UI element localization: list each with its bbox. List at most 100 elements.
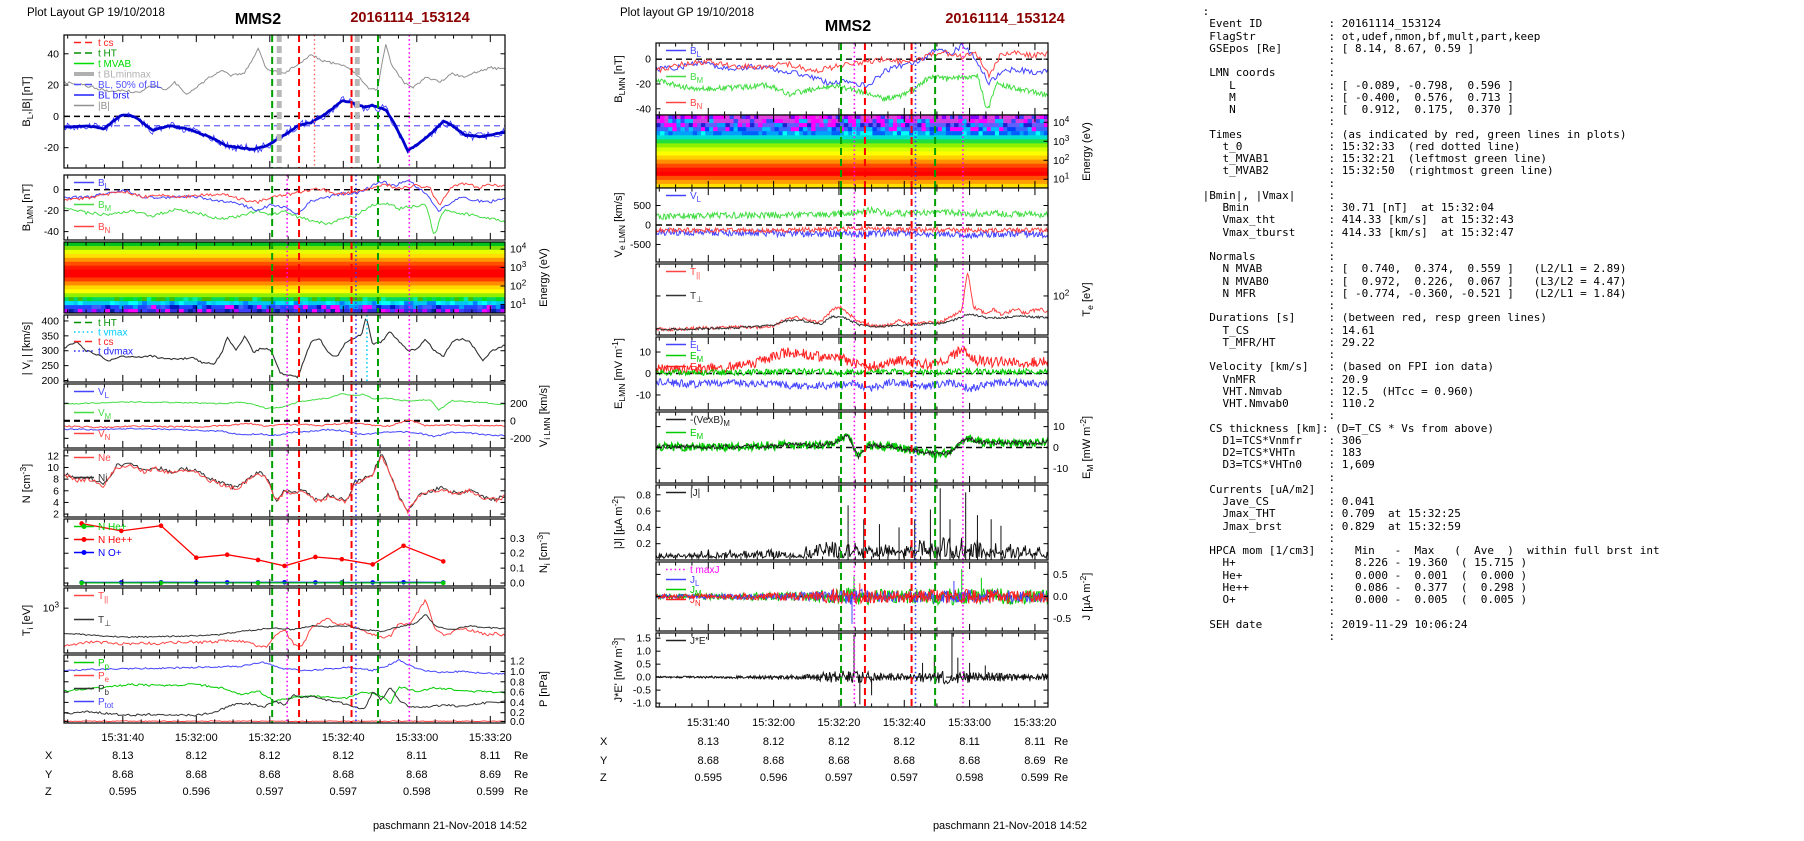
ephemeris-value: 8.69 bbox=[480, 769, 501, 781]
energy-tick-label: 103 bbox=[1053, 134, 1070, 148]
y-tick-label: -20 bbox=[636, 78, 651, 90]
y-tick-label: -0.5 bbox=[633, 685, 651, 697]
y-tick-label: 0.8 bbox=[510, 676, 525, 688]
info-line: M : [ -0.400, 0.576, 0.713 ] bbox=[1196, 90, 1514, 104]
y-tick-label: 0.4 bbox=[636, 522, 651, 534]
y-tick-label: 10 bbox=[1053, 421, 1065, 433]
data-point bbox=[255, 580, 261, 586]
j-mag-panel: 0.8 0.6 0.4 0.2 |J| [µA m-2] |J| bbox=[610, 484, 1049, 561]
series-N He++ bbox=[81, 522, 444, 567]
y-tick-label: 0.0 bbox=[636, 672, 651, 684]
spacecraft-title-left: MMS2 bbox=[234, 11, 282, 28]
y-tick-label: -40 bbox=[44, 226, 59, 238]
legend-label: EN bbox=[690, 362, 702, 375]
panel-plot-area bbox=[64, 242, 505, 313]
data-point bbox=[119, 528, 124, 534]
ephemeris-value: 0.598 bbox=[956, 772, 984, 784]
y-tick-label: 300 bbox=[41, 345, 59, 357]
right-axis-label: Energy (eV) bbox=[538, 248, 550, 307]
author-timestamp-middle: paschmann 21-Nov-2018 14:52 bbox=[932, 820, 1088, 832]
panel-plot-area bbox=[656, 485, 1048, 560]
ephemeris-value: 8.68 bbox=[763, 755, 784, 767]
info-line: SEH date : 2019-11-29 10:06:24 bbox=[1196, 617, 1468, 631]
y-tick-label: 0 bbox=[53, 111, 59, 123]
y-tick-label: 0.2 bbox=[636, 538, 651, 550]
panel-plot-area bbox=[64, 588, 505, 653]
data-point bbox=[255, 557, 261, 563]
legend-label: T|| bbox=[98, 591, 108, 604]
t-ion-panel: 103 Ti [eV] T|| T⊥ bbox=[21, 587, 506, 654]
y-tick-label: 103 bbox=[43, 601, 60, 615]
y-tick-label: 0.1 bbox=[510, 563, 525, 575]
y-tick-label: 1.0 bbox=[636, 646, 651, 658]
b-lmn-burst-panel: 0 -20 -40 BLMN [nT] BL BM BN bbox=[613, 42, 1049, 116]
legend-label: t cs bbox=[98, 337, 114, 348]
data-point bbox=[440, 559, 446, 564]
ephemeris-row-label: Y bbox=[600, 755, 608, 767]
series-J_N bbox=[656, 587, 1048, 605]
energy-tick-label: 103 bbox=[510, 260, 527, 274]
ephemeris-value: 8.68 bbox=[406, 769, 427, 781]
event-id-left: 20161114_153124 bbox=[350, 10, 470, 26]
ephemeris-row-label: X bbox=[600, 736, 608, 748]
event-id-middle: 20161114_153124 bbox=[945, 11, 1065, 27]
series-T_perp bbox=[656, 313, 1048, 331]
info-line: Event ID : 20161114_153124 bbox=[1196, 17, 1442, 31]
y-tick-label: 0 bbox=[1053, 442, 1059, 454]
series-E_L bbox=[656, 377, 1048, 393]
time-tick-label: 15:32:00 bbox=[752, 717, 795, 729]
ephemeris-value: 8.68 bbox=[112, 769, 133, 781]
info-line: : bbox=[1196, 115, 1336, 129]
y-axis-label: BL,|B| [nT] bbox=[21, 76, 35, 126]
info-line: VHT.Nmvab : 12.5 (HTcc = 0.960) bbox=[1196, 384, 1475, 398]
series-P_b bbox=[64, 687, 505, 717]
series-E_M bbox=[656, 433, 1048, 459]
info-line: t_MVAB1 : 15:32:21 (leftmost green line) bbox=[1196, 152, 1547, 165]
vexb-m-panel: 10 0 -10 EM [mW m-2] -(VexB)MEM bbox=[655, 411, 1095, 484]
ephemeris-value: 8.12 bbox=[259, 750, 280, 762]
y-tick-label: 20 bbox=[47, 80, 59, 92]
legend-label: t maxJ bbox=[690, 565, 719, 576]
y-tick-label: 10 bbox=[639, 347, 651, 359]
legend-label: VL bbox=[98, 387, 110, 400]
legend-label: EL bbox=[690, 340, 702, 353]
info-line: : bbox=[1196, 605, 1336, 619]
legend-label: t dvmax bbox=[98, 347, 133, 358]
time-tick-label: 15:32:20 bbox=[248, 732, 291, 744]
info-line: D2=TCS*VHTn : 183 bbox=[1196, 446, 1362, 459]
info-line: : bbox=[1196, 629, 1336, 643]
ephemeris-value: 8.68 bbox=[186, 769, 207, 781]
info-line: : bbox=[1196, 409, 1336, 423]
info-line: : bbox=[1196, 5, 1210, 18]
y-tick-label: -10 bbox=[636, 389, 651, 401]
info-line: N MVAB : [ 0.740, 0.374, 0.559 ] (L2/L1 … bbox=[1196, 262, 1627, 276]
ephemeris-row-label: Z bbox=[600, 772, 607, 784]
y-tick-label: 0.0 bbox=[510, 716, 525, 728]
panel-plot-area bbox=[64, 384, 505, 448]
info-line: Currents [uA/m2] : bbox=[1196, 482, 1336, 496]
event-info-panel: : Event ID : 20161114_153124 FlagStr : o… bbox=[1196, 5, 1660, 643]
y-tick-label: 0 bbox=[53, 184, 59, 196]
legend-label: t HT bbox=[98, 318, 117, 329]
info-line: D3=TCS*VHTn0 : 1,609 bbox=[1196, 458, 1375, 472]
panel-plot-area bbox=[656, 264, 1048, 335]
time-tick-label: 15:31:40 bbox=[687, 717, 730, 729]
series-J*E' bbox=[656, 670, 1048, 685]
ion-spectrogram-panel: 104 103 102 101 Energy (eV) bbox=[63, 241, 550, 314]
ephemeris-value: 8.68 bbox=[828, 755, 849, 767]
data-point bbox=[79, 580, 84, 586]
y-tick-label: 200 bbox=[41, 375, 59, 387]
y-tick-label: 0.0 bbox=[1053, 591, 1068, 603]
series-|J| bbox=[656, 536, 1048, 560]
legend-label: BM bbox=[98, 200, 111, 213]
y-tick-label: 0.6 bbox=[510, 687, 525, 699]
author-timestamp-left: paschmann 21-Nov-2018 14:52 bbox=[372, 820, 528, 832]
ephemeris-row-label: X bbox=[45, 750, 53, 762]
y-tick-label: -1.0 bbox=[633, 698, 651, 710]
legend-label: Ni bbox=[98, 473, 107, 484]
y-tick-label: 250 bbox=[41, 360, 59, 372]
info-line: CS thickness [km]: (D=T_CS * Vs from abo… bbox=[1196, 421, 1495, 435]
y-axis-label: |J| [µA m-2] bbox=[610, 496, 625, 549]
